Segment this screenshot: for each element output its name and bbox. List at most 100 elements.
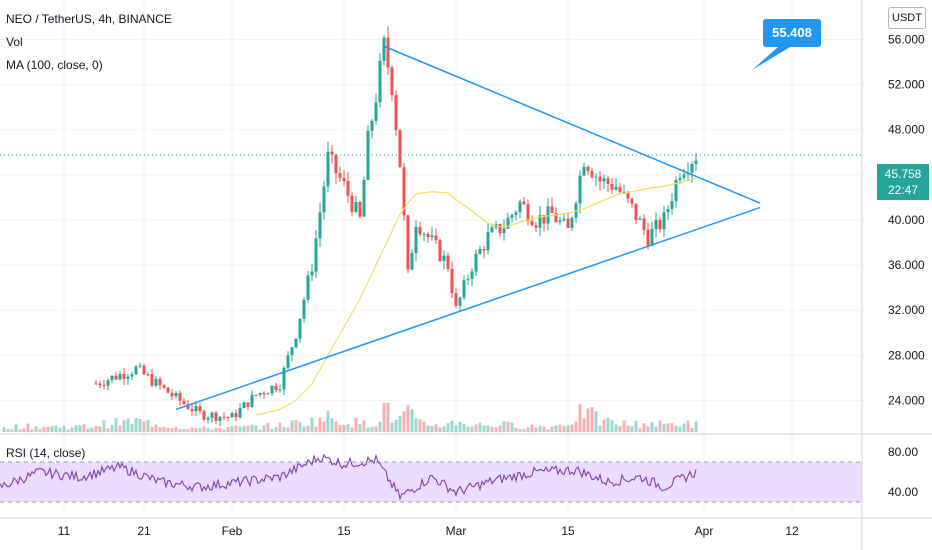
- rsi-legend: RSI (14, close): [6, 446, 86, 460]
- volume-bar: [666, 423, 670, 432]
- volume-bar: [262, 425, 266, 432]
- candle-body: [418, 227, 422, 235]
- volume-bar: [346, 424, 350, 432]
- volume-bar: [606, 417, 610, 432]
- candle-body: [246, 402, 250, 408]
- candle-body: [486, 232, 490, 251]
- candle-body: [334, 154, 338, 174]
- candle-body: [386, 37, 390, 68]
- volume-bar: [282, 427, 286, 432]
- candle-body: [302, 299, 306, 319]
- candle-body: [310, 271, 314, 276]
- volume-bar: [466, 426, 470, 432]
- volume-bar: [618, 426, 622, 432]
- volume-bar: [302, 426, 306, 432]
- candle-body: [306, 275, 310, 300]
- candle-body: [106, 380, 110, 386]
- volume-bar: [290, 420, 294, 432]
- volume-bar: [166, 427, 170, 432]
- candle-body: [594, 176, 598, 178]
- volume-bar: [514, 427, 518, 432]
- volume-bar: [322, 421, 326, 432]
- volume-bar: [366, 427, 370, 432]
- candle-body: [146, 374, 150, 376]
- volume-bar: [14, 424, 18, 432]
- volume-bar: [410, 409, 414, 432]
- volume-bar: [434, 424, 438, 432]
- volume-bar: [494, 427, 498, 432]
- volume-bar: [38, 428, 42, 432]
- volume-bar: [634, 420, 638, 432]
- volume-bar: [338, 425, 342, 432]
- candle-body: [218, 416, 222, 421]
- candle-body: [462, 280, 466, 298]
- candle-body: [566, 218, 570, 228]
- candle-body: [650, 228, 654, 246]
- volume-bar: [250, 424, 254, 432]
- candle-body: [606, 178, 610, 185]
- volume-bar: [554, 425, 558, 432]
- volume-bar: [438, 427, 442, 432]
- candle-body: [578, 175, 582, 204]
- volume-bar: [194, 428, 198, 432]
- candle-body: [478, 249, 482, 254]
- candle-body: [150, 374, 154, 386]
- rsi-line: [0, 453, 697, 501]
- volume-bar: [206, 428, 210, 432]
- volume-bar: [426, 425, 430, 432]
- candle-body: [634, 203, 638, 220]
- volume-bar: [482, 425, 486, 432]
- volume-bar: [378, 421, 382, 432]
- annotations: [0, 45, 862, 411]
- volume-bar: [562, 426, 566, 432]
- candle-body: [174, 392, 178, 397]
- volume-bar: [150, 427, 154, 432]
- candle-body: [94, 383, 98, 385]
- candle-body: [450, 268, 454, 294]
- candle-body: [410, 253, 414, 270]
- volume-bar: [218, 428, 222, 432]
- candle-body: [586, 166, 590, 172]
- volume-bar: [398, 415, 402, 432]
- candle-body: [238, 408, 242, 418]
- candle-body: [242, 402, 246, 409]
- time-tick-label: 15: [337, 524, 351, 538]
- candle-body: [554, 212, 558, 223]
- candle-body: [470, 271, 474, 280]
- candle-body: [430, 235, 434, 238]
- volume-bar: [274, 427, 278, 432]
- candle-body: [210, 412, 214, 418]
- candle-body: [570, 217, 574, 228]
- candle-body: [458, 297, 462, 306]
- candle-body: [142, 365, 146, 375]
- volume-bar: [362, 420, 366, 432]
- legend-symbol: NEO / TetherUS, 4h, BINANCE: [6, 12, 172, 26]
- volume-bar: [146, 419, 150, 432]
- candle-body: [654, 219, 658, 229]
- candle-body: [250, 394, 254, 408]
- volume-bar: [594, 411, 598, 432]
- rsi-tick-label: 40.00: [888, 485, 918, 499]
- volume-bar: [470, 426, 474, 432]
- volume-bar: [498, 425, 502, 432]
- volume-bar: [198, 427, 202, 432]
- volume-bar: [538, 425, 542, 432]
- candle-body: [110, 375, 114, 381]
- candle-body: [474, 253, 478, 272]
- candle-body: [294, 338, 298, 348]
- candle-body: [694, 160, 698, 164]
- volume-bar: [142, 421, 146, 432]
- volume-bar: [602, 419, 606, 432]
- candle-body: [510, 215, 514, 218]
- series-lines: [0, 177, 697, 501]
- price-callout[interactable]: 55.408: [763, 19, 821, 47]
- candle-body: [330, 151, 334, 155]
- volume-bar: [402, 411, 406, 432]
- volume-bar: [638, 428, 642, 432]
- rsi-background-band: [0, 462, 862, 502]
- volume-bar: [266, 422, 270, 432]
- volume-bar: [330, 418, 334, 432]
- volume-bar: [390, 422, 394, 432]
- current-price-label: 45.758 22:47: [877, 164, 929, 200]
- currency-button[interactable]: USDT: [888, 7, 926, 29]
